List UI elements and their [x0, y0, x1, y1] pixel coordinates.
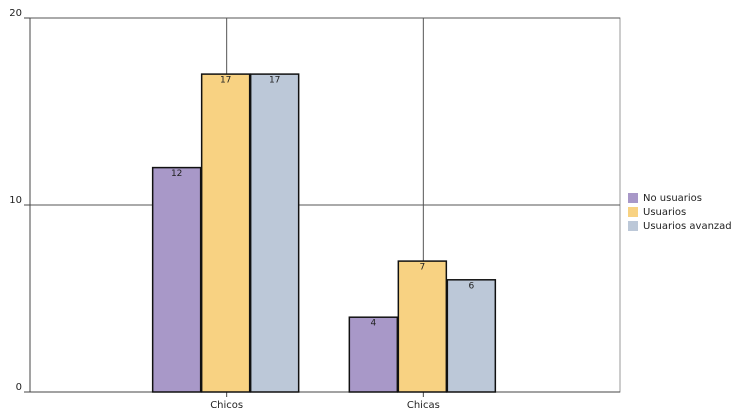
data-label: 17 [269, 76, 280, 86]
data-label: 4 [370, 319, 376, 329]
bar [200, 73, 251, 393]
data-label: 17 [220, 76, 231, 86]
data-label: 12 [171, 169, 182, 179]
legend: No usuarios Usuarios Usuarios avanzados [628, 193, 732, 232]
data-label: 6 [468, 281, 474, 291]
legend-label: Usuarios avanzados [643, 221, 732, 232]
bar [249, 73, 300, 393]
bar [151, 166, 202, 393]
y-tick-label: 10 [9, 195, 22, 206]
legend-swatch [628, 193, 638, 203]
bar [397, 260, 448, 393]
legend-label: Usuarios [643, 207, 686, 218]
bar [348, 316, 399, 393]
legend-label: No usuarios [643, 193, 702, 204]
bar [446, 279, 497, 393]
x-tick-label: Chicas [407, 400, 440, 408]
legend-swatch [628, 207, 638, 217]
y-tick-label: 0 [16, 382, 22, 393]
legend-swatch [628, 221, 638, 231]
data-label: 7 [419, 263, 425, 273]
y-tick-label: 20 [9, 8, 22, 19]
x-tick-label: Chicos [210, 400, 243, 408]
